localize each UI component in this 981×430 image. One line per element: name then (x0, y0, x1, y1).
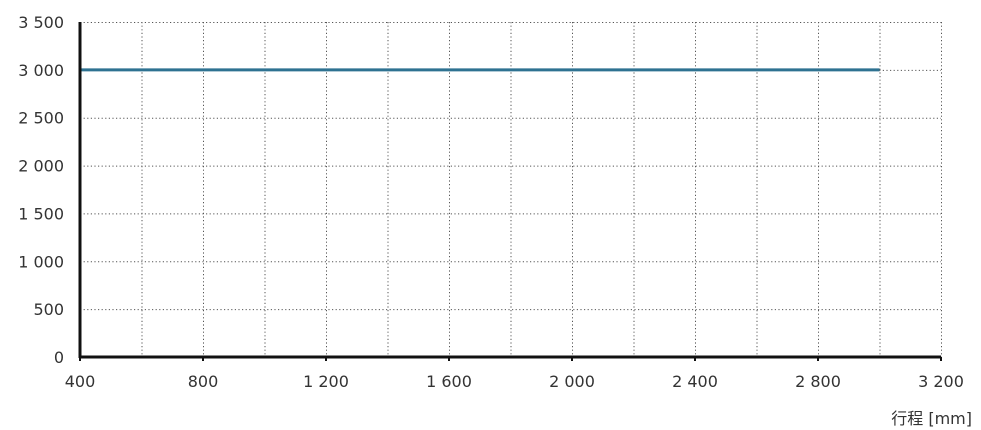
y-tick-label: 500 (33, 300, 64, 319)
y-tick-label: 2 500 (18, 109, 64, 128)
x-tick-label: 1 600 (426, 372, 472, 391)
x-tick-label: 2 000 (549, 372, 595, 391)
x-tick-label: 2 400 (672, 372, 718, 391)
y-tick-labels: 0 500 1 000 1 500 2 000 2 500 3 000 3 500 (18, 13, 64, 367)
x-tick-label: 3 200 (918, 372, 964, 391)
y-tick-label: 1 500 (18, 204, 64, 223)
y-tick-label: 3 000 (18, 61, 64, 80)
axes (78, 22, 942, 361)
y-tick-label: 1 000 (18, 252, 64, 271)
y-tick-label: 3 500 (18, 13, 64, 32)
x-tick-label: 1 200 (303, 372, 349, 391)
y-tick-label: 0 (54, 348, 64, 367)
x-tick-label: 400 (65, 372, 96, 391)
x-axis-title: 行程 [mm] (891, 409, 972, 428)
grid-lines (80, 22, 942, 357)
x-tick-label: 800 (188, 372, 219, 391)
y-tick-label: 2 000 (18, 157, 64, 176)
x-tick-labels: 400 800 1 200 1 600 2 000 2 400 2 800 3 200 (65, 372, 964, 391)
x-tick-label: 2 800 (795, 372, 841, 391)
